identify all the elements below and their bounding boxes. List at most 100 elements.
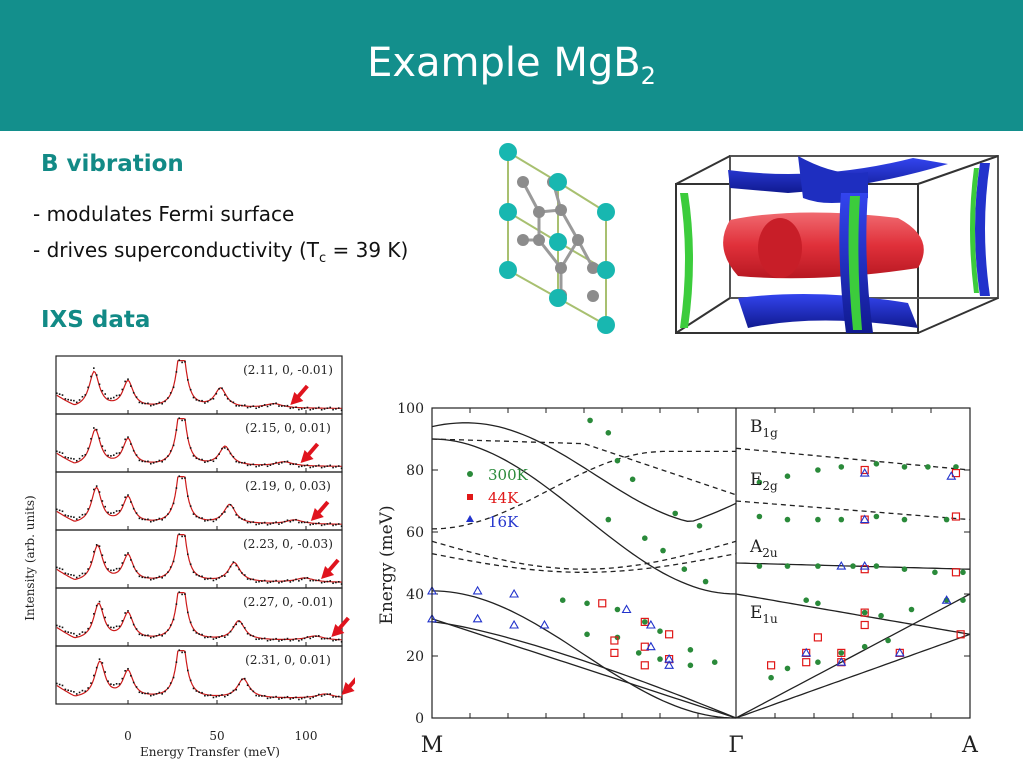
ixs-data-point bbox=[337, 523, 340, 525]
ixs-data-point bbox=[283, 520, 286, 523]
curve-acoustic-ga-1 bbox=[735, 593, 971, 719]
ixs-data-point bbox=[306, 464, 309, 466]
ixs-data-point bbox=[249, 464, 252, 466]
ixs-data-point bbox=[241, 404, 243, 407]
ixs-data-point bbox=[124, 554, 126, 556]
ixs-data-point bbox=[238, 620, 240, 623]
curve-e1u-ga bbox=[735, 593, 971, 635]
ixs-data-point bbox=[215, 392, 218, 395]
ixs-data-point bbox=[124, 438, 126, 441]
ixs-data-point bbox=[224, 511, 226, 513]
bullet-superconductivity: - drives superconductivity (Tc = 39 K) bbox=[33, 238, 408, 266]
ixs-data-point bbox=[84, 690, 87, 693]
point-44k bbox=[951, 568, 961, 577]
point-300k bbox=[885, 637, 891, 644]
dispersion-points bbox=[427, 417, 966, 681]
ixs-data-point bbox=[300, 408, 303, 410]
legend-marker-16k bbox=[466, 515, 474, 522]
ixs-data-point bbox=[87, 687, 89, 689]
ixs-data-point bbox=[278, 523, 280, 525]
ixs-data-point bbox=[238, 516, 240, 519]
ixs-data-point bbox=[112, 684, 115, 686]
ixs-data-point bbox=[286, 579, 289, 581]
point-44k bbox=[951, 468, 961, 478]
ixs-data-point bbox=[318, 579, 320, 581]
ixs-data-point bbox=[224, 636, 226, 638]
ixs-data-point bbox=[118, 625, 121, 628]
point-16k bbox=[509, 588, 520, 598]
point-16k bbox=[472, 585, 483, 595]
ixs-data-point bbox=[135, 396, 138, 398]
ixs-data-point bbox=[58, 683, 61, 686]
ixs-data-point bbox=[258, 406, 260, 409]
ixs-data-point bbox=[326, 637, 329, 640]
x-label-a: A bbox=[961, 733, 979, 758]
ixs-data-point bbox=[335, 695, 337, 698]
ixs-data-point bbox=[269, 404, 272, 406]
ixs-data-point bbox=[329, 522, 332, 525]
ixs-data-point bbox=[206, 636, 209, 639]
ixs-data-point bbox=[246, 521, 249, 524]
ixs-data-point bbox=[81, 513, 84, 516]
ixs-data-point bbox=[226, 448, 229, 451]
ixs-data-point bbox=[141, 460, 144, 463]
ixs-data-point bbox=[226, 694, 229, 696]
ixs-data-point bbox=[326, 580, 329, 583]
plot-frame bbox=[431, 407, 971, 719]
mode-label-a2u: A2u bbox=[749, 537, 778, 560]
ixs-data-point bbox=[340, 525, 343, 527]
ixs-data-point bbox=[255, 638, 257, 641]
ixs-data-point bbox=[107, 454, 109, 457]
ixs-data-point bbox=[195, 457, 198, 460]
ixs-data-point bbox=[292, 639, 294, 641]
ixs-data-point bbox=[110, 569, 112, 572]
ixs-data-point bbox=[226, 571, 229, 573]
ixs-data-point bbox=[161, 402, 163, 405]
ixs-data-point bbox=[135, 454, 138, 456]
ixs-data-point bbox=[335, 408, 337, 410]
ixs-data-point bbox=[195, 632, 198, 634]
point-300k bbox=[784, 516, 791, 523]
ixs-data-point bbox=[252, 405, 255, 407]
ixs-data-point bbox=[243, 574, 246, 576]
ixs-data-point bbox=[278, 582, 280, 584]
ixs-data-point bbox=[93, 613, 95, 615]
ixs-data-point bbox=[164, 516, 166, 519]
point-300k bbox=[629, 476, 636, 483]
curve-e2g-ga bbox=[735, 500, 971, 521]
ixs-data-point bbox=[323, 637, 326, 640]
ixs-data-point bbox=[138, 575, 141, 578]
ixs-data-point bbox=[70, 690, 72, 692]
ixs-xtick-0: 0 bbox=[124, 729, 132, 743]
ixs-data-point bbox=[266, 697, 269, 700]
ixs-data-point bbox=[58, 393, 61, 395]
ixs-data-point bbox=[149, 636, 152, 639]
ixs-data-point bbox=[337, 580, 340, 583]
ixs-q-label: (2.23, 0, -0.03) bbox=[243, 537, 333, 551]
ixs-data-point bbox=[144, 576, 146, 579]
point-16k bbox=[946, 471, 957, 480]
ixs-data-point bbox=[280, 581, 283, 583]
ixs-data-point bbox=[175, 429, 178, 431]
ixs-data-point bbox=[178, 475, 181, 477]
ixs-data-point bbox=[98, 600, 101, 603]
point-300k bbox=[932, 569, 938, 576]
peak-arrowhead bbox=[290, 392, 304, 405]
ixs-data-point bbox=[221, 513, 223, 515]
curve-acoustic-mg-2 bbox=[431, 621, 737, 719]
point-300k bbox=[559, 597, 566, 603]
ixs-data-point bbox=[215, 457, 218, 460]
ixs-data-point bbox=[229, 503, 232, 506]
ixs-data-point bbox=[320, 408, 323, 411]
peak-arrowhead bbox=[341, 682, 355, 695]
ixs-data-point bbox=[61, 626, 64, 629]
ixs-xlabel: Energy Transfer (meV) bbox=[140, 745, 280, 759]
ixs-data-point bbox=[292, 579, 294, 582]
ixs-data-point bbox=[130, 443, 132, 445]
ixs-data-point bbox=[283, 460, 286, 463]
point-300k bbox=[803, 597, 809, 603]
ytick-label: 60 bbox=[406, 525, 424, 541]
ixs-data-point bbox=[70, 515, 72, 518]
ixs-data-point bbox=[275, 579, 277, 582]
ixs-data-point bbox=[78, 633, 81, 635]
